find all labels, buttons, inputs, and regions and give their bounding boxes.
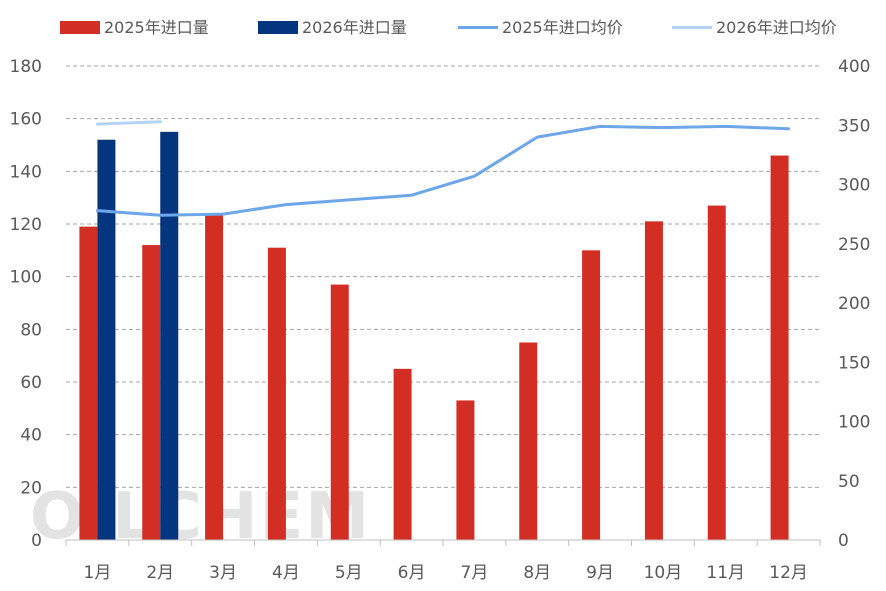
bar — [456, 400, 475, 540]
right-tick-label: 50 — [838, 472, 860, 492]
x-tick-label: 9月 — [586, 563, 614, 583]
bar — [582, 250, 601, 541]
right-tick-label: 250 — [838, 235, 870, 255]
x-tick-label: 5月 — [335, 563, 363, 583]
x-tick-label: 4月 — [272, 563, 300, 583]
bar — [707, 205, 726, 541]
right-tick-label: 400 — [838, 57, 870, 77]
bar — [79, 226, 98, 540]
series-line — [95, 120, 162, 126]
left-tick-label: 0 — [31, 531, 42, 551]
bar — [205, 213, 224, 540]
x-tick-label: 3月 — [209, 563, 237, 583]
legend-swatch — [60, 21, 100, 34]
bar — [519, 342, 538, 540]
bar — [97, 139, 116, 540]
bar — [142, 245, 161, 541]
bar — [267, 247, 286, 540]
bars — [79, 131, 789, 541]
bar — [330, 284, 349, 540]
legend: 2025年进口量 2026年进口量 2025年进口均价 2026年进口均价 — [60, 18, 837, 37]
x-tick-label: 11月 — [706, 563, 745, 583]
right-tick-label: 350 — [838, 116, 870, 136]
lines — [95, 120, 791, 217]
left-tick-label: 120 — [10, 215, 42, 235]
series-line — [95, 124, 791, 217]
bar — [644, 221, 663, 540]
right-tick-label: 200 — [838, 294, 870, 314]
x-axis: 1月 2月 3月 4月 5月 6月 7月 8月 9月 10月 11月 12月 — [65, 539, 821, 583]
bar — [393, 368, 412, 540]
x-tick-label: 12月 — [769, 563, 808, 583]
right-y-axis: 0 50 100 150 200 250 300 350 400 — [838, 57, 870, 551]
legend-label: 2026年进口均价 — [716, 18, 837, 37]
left-y-axis: 0 20 40 60 80 100 120 140 160 180 — [10, 57, 42, 551]
bar — [160, 131, 179, 541]
legend-swatch — [258, 21, 298, 34]
x-tick-label: 8月 — [523, 563, 551, 583]
x-tick-label: 7月 — [461, 563, 489, 583]
left-tick-label: 20 — [20, 478, 42, 498]
x-tick-label: 10月 — [644, 563, 683, 583]
right-tick-label: 300 — [838, 176, 870, 196]
legend-label: 2025年进口均价 — [502, 18, 623, 37]
left-tick-label: 60 — [20, 373, 42, 393]
x-tick-label: 6月 — [398, 563, 426, 583]
left-tick-label: 100 — [10, 268, 42, 288]
x-tick-label: 1月 — [84, 563, 112, 583]
right-tick-label: 150 — [838, 353, 870, 373]
left-tick-label: 40 — [20, 426, 42, 446]
left-tick-label: 80 — [20, 320, 42, 340]
right-tick-label: 0 — [838, 531, 849, 551]
gridlines — [66, 65, 820, 488]
left-tick-label: 140 — [10, 162, 42, 182]
left-tick-label: 160 — [10, 110, 42, 130]
legend-label: 2026年进口量 — [302, 18, 407, 37]
x-tick-label: 2月 — [146, 563, 174, 583]
left-tick-label: 180 — [10, 57, 42, 77]
legend-label: 2025年进口量 — [104, 18, 209, 37]
bar — [770, 155, 789, 541]
right-tick-label: 100 — [838, 413, 870, 433]
